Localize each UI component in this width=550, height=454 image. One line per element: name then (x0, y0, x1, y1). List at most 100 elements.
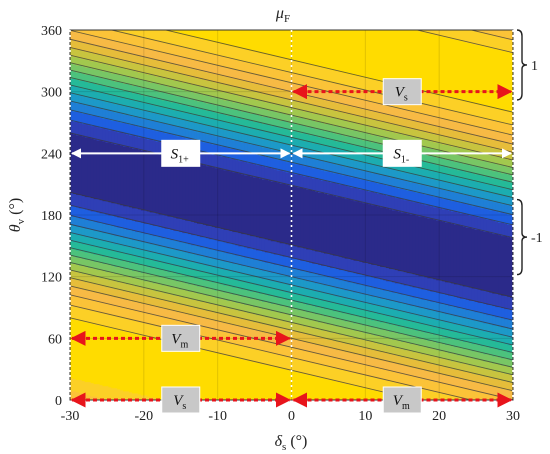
contour-cell (474, 358, 479, 367)
contour-cell (297, 163, 301, 175)
contour-line (70, 269, 513, 376)
contour-cell (273, 87, 278, 97)
contour-cell (291, 115, 296, 124)
contour-cell (377, 102, 381, 113)
contour-cell (179, 65, 183, 74)
contour-cell (264, 131, 269, 140)
contour-cell (507, 181, 511, 189)
contour-cell (276, 142, 281, 151)
contour-cell (282, 89, 287, 99)
contour-cell (383, 290, 387, 299)
contour-cell (87, 124, 92, 138)
contour-cell (409, 272, 414, 287)
contour-cell (81, 80, 86, 90)
contour-cell (90, 60, 95, 69)
contour-cell (418, 315, 423, 324)
contour-cell (318, 377, 322, 400)
contour-cell (111, 64, 115, 74)
contour-cell (143, 48, 148, 58)
contour-cell (93, 76, 98, 85)
contour-cell (495, 156, 499, 165)
contour-cell (191, 283, 195, 292)
contour-cell (291, 99, 296, 109)
contour-cell (291, 185, 296, 246)
contour-cell (323, 108, 328, 116)
contour-cell (114, 58, 118, 67)
contour-cell (468, 309, 473, 320)
contour-cell (211, 126, 216, 136)
contour-cell (300, 270, 304, 280)
contour-cell (465, 30, 470, 43)
contour-cell (282, 242, 287, 257)
contour-cell (223, 129, 228, 139)
contour-cell (471, 205, 476, 216)
contour-cell (220, 98, 225, 107)
contour-cell (415, 321, 420, 331)
contour-cell (72, 111, 77, 123)
contour-cell (480, 345, 485, 354)
contour-cell (456, 138, 461, 148)
contour-cell (167, 124, 172, 134)
contour-cell (108, 129, 112, 143)
contour-cell (179, 296, 183, 306)
contour-cell (126, 60, 130, 70)
contour-cell (182, 250, 186, 260)
contour-cell (353, 361, 358, 373)
contour-cell (247, 81, 251, 91)
contour-cell (285, 30, 290, 60)
contour-cell (105, 128, 109, 143)
contour-cell (238, 79, 242, 89)
contour-cell (111, 328, 115, 389)
contour-cell (202, 142, 207, 153)
contour-cell (214, 30, 219, 43)
contour-cell (442, 303, 446, 314)
contour-cell (158, 51, 163, 62)
contour-cell (365, 324, 369, 334)
contour-cell (386, 322, 390, 331)
contour-cell (199, 223, 204, 238)
contour-cell (152, 40, 157, 52)
contour-cell (158, 106, 163, 115)
contour-cell (448, 128, 452, 138)
contour-cell (137, 72, 142, 80)
contour-cell (448, 190, 452, 201)
contour-cell (412, 120, 417, 130)
contour-cell (232, 78, 236, 88)
contour-cell (90, 267, 95, 277)
contour-cell (205, 102, 210, 111)
contour-cell (318, 192, 322, 252)
contour-cell (492, 220, 496, 235)
contour-cell (152, 89, 157, 99)
contour-cell (223, 121, 228, 131)
contour-cell (406, 190, 411, 201)
contour-cell (247, 162, 251, 176)
contour-cell (504, 142, 508, 151)
contour-cell (368, 263, 372, 277)
contour-cell (501, 30, 505, 38)
contour-cell (264, 93, 269, 103)
contour-cell (202, 271, 207, 281)
contour-cell (498, 379, 502, 389)
contour-cell (123, 114, 127, 124)
contour-cell (288, 91, 293, 101)
contour-cell (155, 59, 160, 69)
contour-cell (84, 273, 89, 283)
contour-cell (232, 58, 236, 70)
contour-cell (261, 76, 266, 87)
contour-cell (90, 322, 95, 384)
contour-cell (267, 302, 272, 311)
contour-cell (489, 314, 493, 325)
contour-cell (126, 106, 130, 115)
contour-cell (229, 85, 234, 95)
contour-cell (282, 368, 287, 400)
contour-cell (253, 259, 257, 269)
contour-cell (312, 134, 316, 144)
contour-cell (332, 163, 337, 174)
contour-cell (87, 244, 92, 253)
contour-cell (117, 42, 121, 52)
contour-cell (81, 320, 86, 382)
contour-cell (194, 262, 198, 271)
contour-cell (93, 60, 98, 70)
contour-cell (380, 321, 384, 330)
contour-cell (152, 274, 157, 284)
